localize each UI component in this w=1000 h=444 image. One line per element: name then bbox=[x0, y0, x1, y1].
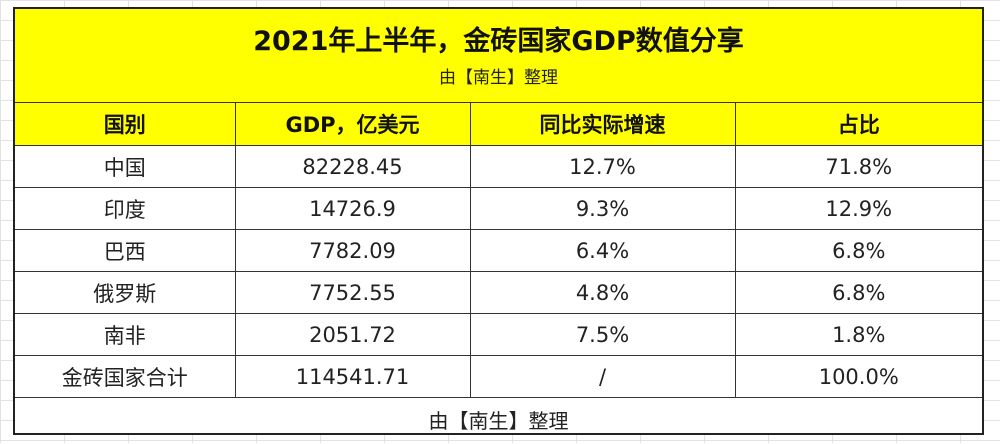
cell-growth[interactable]: 6.4% bbox=[469, 229, 736, 272]
cell-gdp[interactable]: 7782.09 bbox=[234, 229, 471, 272]
cell-country[interactable]: 俄罗斯 bbox=[15, 271, 236, 314]
cell-country[interactable]: 巴西 bbox=[15, 229, 236, 272]
cell-growth[interactable]: / bbox=[469, 355, 736, 398]
table-row: 巴西 7782.09 6.4% 6.8% bbox=[15, 229, 982, 272]
cell-gdp[interactable]: 114541.71 bbox=[234, 355, 471, 398]
cell-share[interactable]: 71.8% bbox=[734, 145, 982, 188]
cell-share[interactable]: 6.8% bbox=[734, 229, 982, 272]
cell-growth[interactable]: 7.5% bbox=[469, 313, 736, 356]
cell-share[interactable]: 100.0% bbox=[734, 355, 982, 398]
table-title: 2021年上半年，金砖国家GDP数值分享 bbox=[253, 26, 744, 57]
cell-country[interactable]: 印度 bbox=[15, 187, 236, 230]
header-gdp[interactable]: GDP，亿美元 bbox=[234, 103, 471, 146]
cell-share[interactable]: 12.9% bbox=[734, 187, 982, 230]
cell-country[interactable]: 金砖国家合计 bbox=[15, 355, 236, 398]
cell-growth[interactable]: 4.8% bbox=[469, 271, 736, 314]
cell-country[interactable]: 中国 bbox=[15, 145, 236, 188]
cell-country[interactable]: 南非 bbox=[15, 313, 236, 356]
header-country[interactable]: 国别 bbox=[15, 103, 236, 146]
header-row: 国别 GDP，亿美元 同比实际增速 占比 bbox=[15, 103, 982, 146]
cell-gdp[interactable]: 14726.9 bbox=[234, 187, 471, 230]
title-block: 2021年上半年，金砖国家GDP数值分享 由【南生】整理 bbox=[15, 9, 982, 103]
table-row-total: 金砖国家合计 114541.71 / 100.0% bbox=[15, 355, 982, 398]
cell-share[interactable]: 1.8% bbox=[734, 313, 982, 356]
table-row: 印度 14726.9 9.3% 12.9% bbox=[15, 187, 982, 230]
cell-gdp[interactable]: 82228.45 bbox=[234, 145, 471, 188]
gdp-table-sheet: 2021年上半年，金砖国家GDP数值分享 由【南生】整理 国别 GDP，亿美元 … bbox=[13, 7, 984, 435]
header-growth[interactable]: 同比实际增速 bbox=[469, 103, 736, 146]
cell-share[interactable]: 6.8% bbox=[734, 271, 982, 314]
gdp-table: 国别 GDP，亿美元 同比实际增速 占比 中国 82228.45 12.7% 7… bbox=[15, 103, 982, 398]
table-subtitle: 由【南生】整理 bbox=[439, 68, 558, 88]
table-row: 中国 82228.45 12.7% 71.8% bbox=[15, 145, 982, 188]
table-row: 俄罗斯 7752.55 4.8% 6.8% bbox=[15, 271, 982, 314]
header-share[interactable]: 占比 bbox=[734, 103, 982, 146]
table-footer: 由【南生】整理 bbox=[428, 409, 569, 433]
cell-growth[interactable]: 9.3% bbox=[469, 187, 736, 230]
cell-gdp[interactable]: 2051.72 bbox=[234, 313, 471, 356]
cell-growth[interactable]: 12.7% bbox=[469, 145, 736, 188]
table-row: 南非 2051.72 7.5% 1.8% bbox=[15, 313, 982, 356]
cell-gdp[interactable]: 7752.55 bbox=[234, 271, 471, 314]
